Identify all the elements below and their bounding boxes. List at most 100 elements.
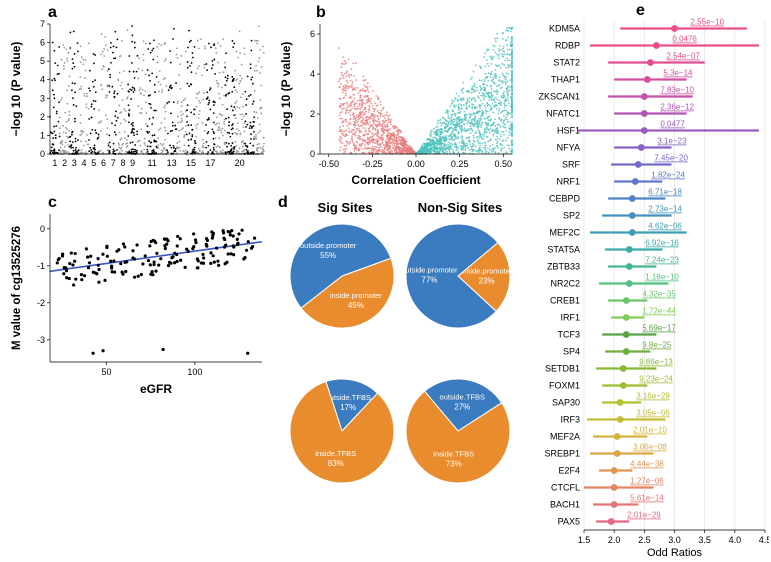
svg-text:M value of cg13525276: M value of cg13525276 [11, 226, 23, 350]
svg-text:17: 17 [205, 158, 215, 168]
svg-text:STAT5A: STAT5A [547, 245, 580, 255]
panel-a-label: a [48, 4, 57, 22]
svg-text:4: 4 [310, 69, 315, 79]
svg-text:Chromosome: Chromosome [118, 173, 196, 186]
svg-text:2: 2 [310, 109, 315, 119]
svg-text:2.01e−29: 2.01e−29 [627, 511, 661, 520]
svg-text:TCF3: TCF3 [558, 330, 581, 340]
svg-text:outside.TFBS: outside.TFBS [440, 393, 485, 402]
svg-text:NR2C2: NR2C2 [550, 279, 580, 289]
svg-text:9.8e−25: 9.8e−25 [642, 341, 672, 350]
svg-text:SAP30: SAP30 [552, 398, 580, 408]
svg-text:SP2: SP2 [563, 211, 580, 221]
svg-text:6.71e−18: 6.71e−18 [648, 188, 682, 197]
svg-text:0.0476: 0.0476 [672, 35, 697, 44]
svg-text:7: 7 [111, 158, 116, 168]
svg-text:1: 1 [52, 158, 57, 168]
svg-text:outside.promoter: outside.promoter [300, 241, 357, 250]
svg-text:3.5: 3.5 [698, 535, 711, 545]
svg-text:3.0: 3.0 [668, 535, 681, 545]
svg-text:FOXM1: FOXM1 [549, 381, 580, 391]
svg-text:3.05e−06: 3.05e−06 [636, 409, 670, 418]
svg-text:MEF2C: MEF2C [549, 228, 580, 238]
svg-text:−log 10 (P value): −log 10 (P value) [279, 42, 293, 137]
svg-text:NRF1: NRF1 [556, 177, 580, 187]
svg-text:4: 4 [82, 158, 87, 168]
panel-a: a 012345671234567891113151720Chromosome−… [6, 6, 270, 186]
svg-text:3.1e−23: 3.1e−23 [657, 137, 687, 146]
svg-text:3.16e−28: 3.16e−28 [636, 392, 670, 401]
svg-text:-2: -2 [37, 298, 45, 308]
svg-text:55%: 55% [320, 251, 336, 260]
svg-text:SP4: SP4 [563, 347, 580, 357]
svg-text:6.92e−16: 6.92e−16 [645, 239, 679, 248]
svg-text:outside.promoter: outside.promoter [401, 265, 458, 274]
svg-text:5.3e−14: 5.3e−14 [663, 69, 693, 78]
svg-text:IRF3: IRF3 [560, 415, 580, 425]
svg-text:CTCFL: CTCFL [551, 483, 580, 493]
svg-text:0: 0 [40, 224, 45, 234]
svg-text:-0.25: -0.25 [362, 159, 383, 169]
svg-text:E2F4: E2F4 [558, 466, 580, 476]
panel-c-label: c [48, 194, 57, 212]
svg-text:73%: 73% [446, 459, 462, 468]
svg-text:1.18e−10: 1.18e−10 [645, 273, 679, 282]
svg-text:2.01e−10: 2.01e−10 [633, 426, 667, 435]
svg-text:13: 13 [167, 158, 177, 168]
panel-b: b 0246-0.50-0.250.000.250.50Correlation … [276, 6, 518, 186]
svg-text:11: 11 [147, 158, 156, 168]
svg-text:2: 2 [40, 112, 45, 122]
manhattan-plot: 012345671234567891113151720Chromosome−lo… [6, 6, 270, 186]
svg-text:Non-Sig Sites: Non-Sig Sites [418, 200, 503, 215]
svg-text:1.82e−24: 1.82e−24 [651, 171, 685, 180]
volcano-plot: 0246-0.50-0.250.000.250.50Correlation Co… [276, 6, 518, 186]
svg-text:2.0: 2.0 [608, 535, 621, 545]
svg-text:7.83e−10: 7.83e−10 [660, 86, 694, 95]
svg-text:inside.promoter: inside.promoter [461, 267, 513, 276]
svg-text:5: 5 [91, 158, 96, 168]
svg-text:-3: -3 [37, 335, 45, 345]
svg-text:0.0477: 0.0477 [660, 120, 685, 129]
panel-d: d Sig SitesNon-Sig Sitesinside.promoter4… [270, 196, 524, 546]
panel-b-label: b [316, 4, 326, 22]
svg-text:1.5: 1.5 [578, 535, 591, 545]
svg-text:NFATC1: NFATC1 [546, 109, 580, 119]
svg-text:IRF1: IRF1 [560, 313, 580, 323]
svg-text:KDM5A: KDM5A [549, 24, 580, 34]
svg-text:THAP1: THAP1 [551, 75, 580, 85]
scatter-plot: -3-2-1050100eGFRM value of cg13525276 [6, 196, 270, 396]
svg-text:2.54e−07: 2.54e−07 [666, 52, 700, 61]
svg-text:3.06e−08: 3.06e−08 [633, 443, 667, 452]
panel-d-label: d [278, 194, 288, 212]
svg-text:5.61e−14: 5.61e−14 [630, 494, 664, 503]
svg-text:PAX5: PAX5 [558, 517, 580, 527]
panel-e-label: e [636, 2, 645, 20]
svg-text:45%: 45% [348, 301, 364, 310]
svg-text:eGFR: eGFR [140, 382, 172, 396]
svg-text:5: 5 [40, 56, 45, 66]
svg-text:2.5: 2.5 [638, 535, 651, 545]
svg-text:1: 1 [40, 130, 45, 140]
svg-text:83%: 83% [328, 459, 344, 468]
svg-text:50: 50 [102, 367, 112, 377]
svg-text:4.62e−06: 4.62e−06 [648, 222, 682, 231]
svg-text:17%: 17% [340, 403, 356, 412]
svg-text:7: 7 [40, 19, 45, 29]
pie-charts: Sig SitesNon-Sig Sitesinside.promoter45%… [270, 196, 524, 546]
svg-text:2.36e−12: 2.36e−12 [660, 103, 694, 112]
svg-text:6: 6 [310, 29, 315, 39]
svg-text:4.32e−35: 4.32e−35 [642, 290, 676, 299]
svg-text:HSF1: HSF1 [557, 126, 580, 136]
svg-text:CREB1: CREB1 [550, 296, 580, 306]
svg-text:0: 0 [310, 149, 315, 159]
svg-text:1.72e−44: 1.72e−44 [642, 307, 676, 316]
svg-text:20: 20 [235, 158, 245, 168]
svg-text:8: 8 [120, 158, 125, 168]
svg-text:Odd Ratios: Odd Ratios [647, 547, 703, 559]
svg-text:STAT2: STAT2 [553, 58, 580, 68]
svg-text:6: 6 [40, 38, 45, 48]
svg-text:−log 10 (P value): −log 10 (P value) [9, 42, 23, 137]
svg-text:4.0: 4.0 [729, 535, 742, 545]
svg-text:23%: 23% [479, 277, 495, 286]
svg-text:0.50: 0.50 [495, 159, 513, 169]
